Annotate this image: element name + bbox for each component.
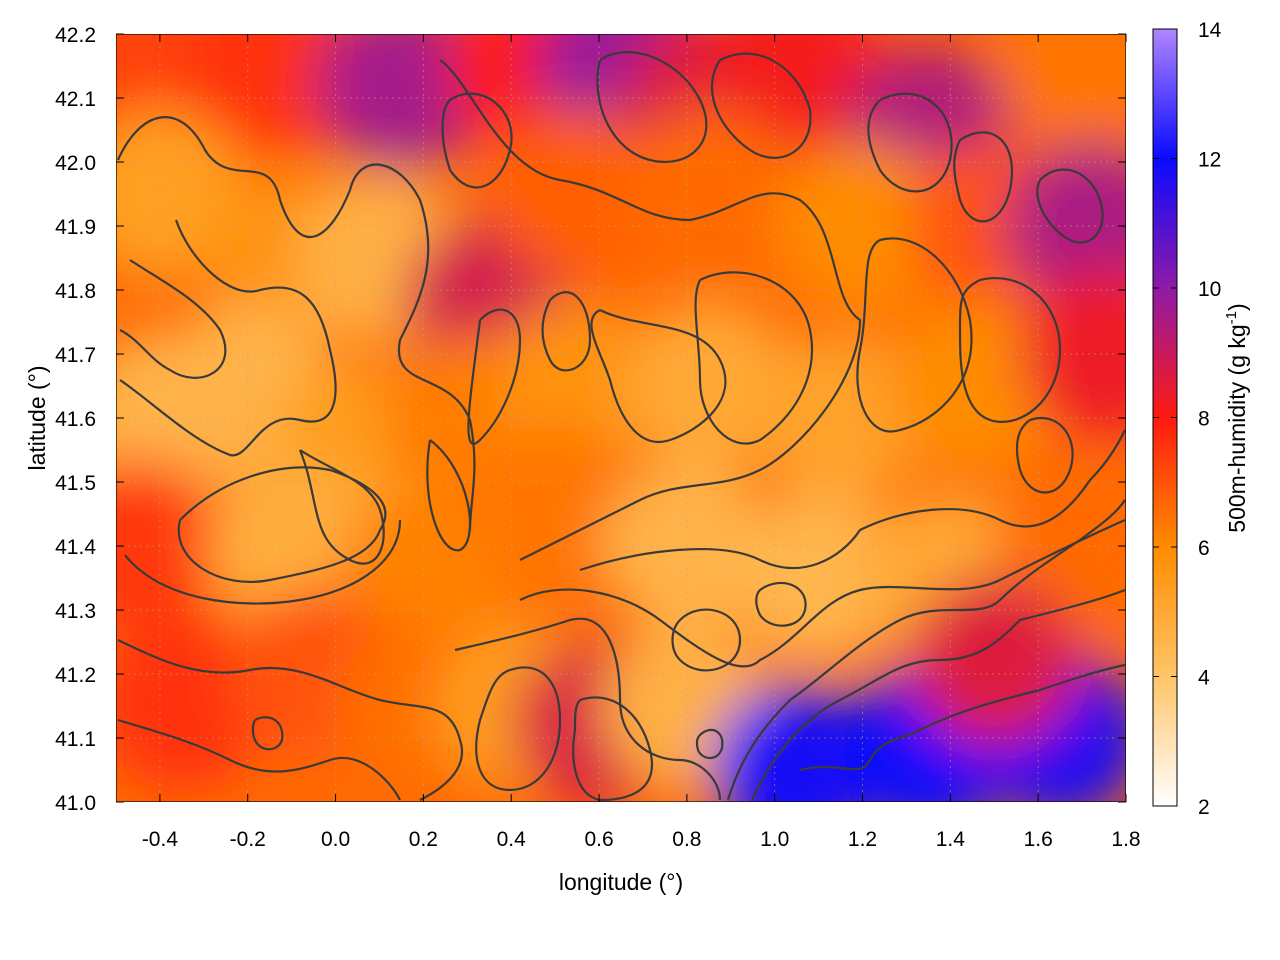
colorbar-tick-label: 14: [1198, 19, 1222, 42]
x-tick-label: 1.6: [1024, 828, 1053, 851]
x-tick-label: 1.0: [760, 828, 789, 851]
field-sample: [623, 301, 794, 471]
y-tick-label: 41.2: [55, 664, 96, 687]
colorbar-tick-label: 12: [1198, 149, 1221, 172]
field-sample: [116, 621, 267, 791]
field-sample: [711, 34, 882, 151]
contour-line: [117, 718, 401, 801]
contour-line: [726, 499, 1126, 801]
colorbar-title-superscript: -1: [1223, 311, 1240, 324]
contour-line: [953, 131, 1013, 223]
contour-line: [867, 92, 953, 193]
y-tick-label: 42.2: [55, 24, 96, 47]
y-tick-label: 41.9: [55, 216, 96, 239]
contour-line: [750, 588, 1126, 801]
contour-line: [856, 237, 973, 433]
colorbar-tick-label: 8: [1198, 408, 1210, 431]
y-axis-title: latitude (°): [24, 365, 50, 470]
contour-line: [519, 518, 1126, 668]
contour-line: [710, 52, 812, 159]
contour-line: [119, 219, 337, 457]
contour-line: [475, 666, 562, 792]
field-sample: [909, 576, 1080, 747]
contour-line: [695, 728, 724, 760]
y-axis-ticks: 41.0 41.1 41.2 41.3 41.4 41.5 41.6 41.7 41.8 41.9…: [55, 24, 1126, 815]
y-tick-label: 42.1: [55, 88, 96, 111]
x-tick-label: -0.2: [230, 828, 266, 851]
colorbar-tick-label: 2: [1198, 796, 1210, 819]
x-tick-label: 0.6: [584, 828, 613, 851]
y-tick-label: 41.4: [55, 536, 96, 559]
plot-area: [116, 34, 1126, 802]
field-sample: [116, 461, 223, 631]
colorbar-tick-label: 4: [1198, 667, 1210, 690]
y-tick-label: 41.8: [55, 280, 96, 303]
contour-line: [251, 716, 284, 751]
field-sample: [733, 493, 904, 663]
field-sample: [997, 34, 1126, 151]
contour-line: [177, 466, 387, 583]
contour-lines: [116, 51, 1126, 802]
x-tick-label: 1.4: [936, 828, 966, 851]
field-sample: [338, 493, 509, 663]
y-tick-label: 41.7: [55, 344, 96, 367]
colorbar-tick-label: 6: [1198, 537, 1210, 560]
field-sample: [711, 685, 882, 802]
y-tick-label: 41.1: [55, 728, 96, 751]
field-sample: [184, 34, 355, 151]
contour-line: [596, 51, 708, 163]
contour-line: [439, 59, 862, 561]
humidity-field: [116, 34, 1126, 802]
y-tick-label: 41.5: [55, 472, 96, 495]
x-tick-label: 0.2: [409, 828, 438, 851]
y-tick-label: 41.6: [55, 408, 96, 431]
contour-line: [579, 429, 1126, 572]
colorbar-title-end: ): [1224, 303, 1250, 311]
contour-line: [755, 581, 807, 627]
field-sample: [887, 301, 1058, 471]
x-tick-label: 1.8: [1111, 828, 1140, 851]
field-sample: [492, 109, 663, 279]
contour-line: [117, 639, 463, 801]
x-tick-label: 0.0: [321, 828, 350, 851]
x-tick-label: 1.2: [848, 828, 877, 851]
x-axis-title: longitude (°): [559, 869, 683, 895]
field-sample: [755, 333, 926, 503]
y-tick-label: 41.3: [55, 600, 96, 623]
contour-line: [799, 663, 1126, 772]
field-sample: [470, 429, 641, 599]
contour-line: [467, 308, 522, 445]
contour-line: [116, 116, 476, 531]
contour-line: [426, 439, 472, 552]
contour-line: [454, 617, 722, 801]
y-tick-label: 41.0: [55, 792, 96, 815]
contour-line: [671, 608, 742, 672]
contour-line: [119, 259, 227, 379]
colorbar-title: 500m-humidity (g kg-1): [1223, 303, 1250, 532]
contour-line: [441, 92, 513, 189]
contour-line: [694, 271, 813, 445]
colorbar-tick-label: 10: [1198, 278, 1221, 301]
x-axis-ticks: -0.4 -0.2 0.0 0.2 0.4 0.6 0.8 1.0 1.2 1.4 1.6 1.8: [142, 34, 1141, 851]
contour-line: [958, 277, 1062, 423]
contour-line: [541, 291, 592, 372]
contour-line: [590, 309, 727, 443]
contour-line: [1015, 417, 1074, 494]
contour-line: [572, 696, 653, 802]
x-tick-label: 0.4: [497, 828, 527, 851]
contour-line: [124, 519, 402, 605]
x-tick-label: 0.8: [672, 828, 701, 851]
x-tick-label: -0.4: [142, 828, 179, 851]
contour-line: [1036, 168, 1104, 244]
colorbar-ticks: 2 4 6 8 10 12 14: [1153, 19, 1222, 819]
colorbar: 2 4 6 8 10 12 14: [1152, 19, 1222, 819]
field-sample: [492, 301, 663, 471]
colorbar-title-main: 500m-humidity (g kg: [1224, 324, 1250, 532]
y-tick-label: 42.0: [55, 152, 96, 175]
